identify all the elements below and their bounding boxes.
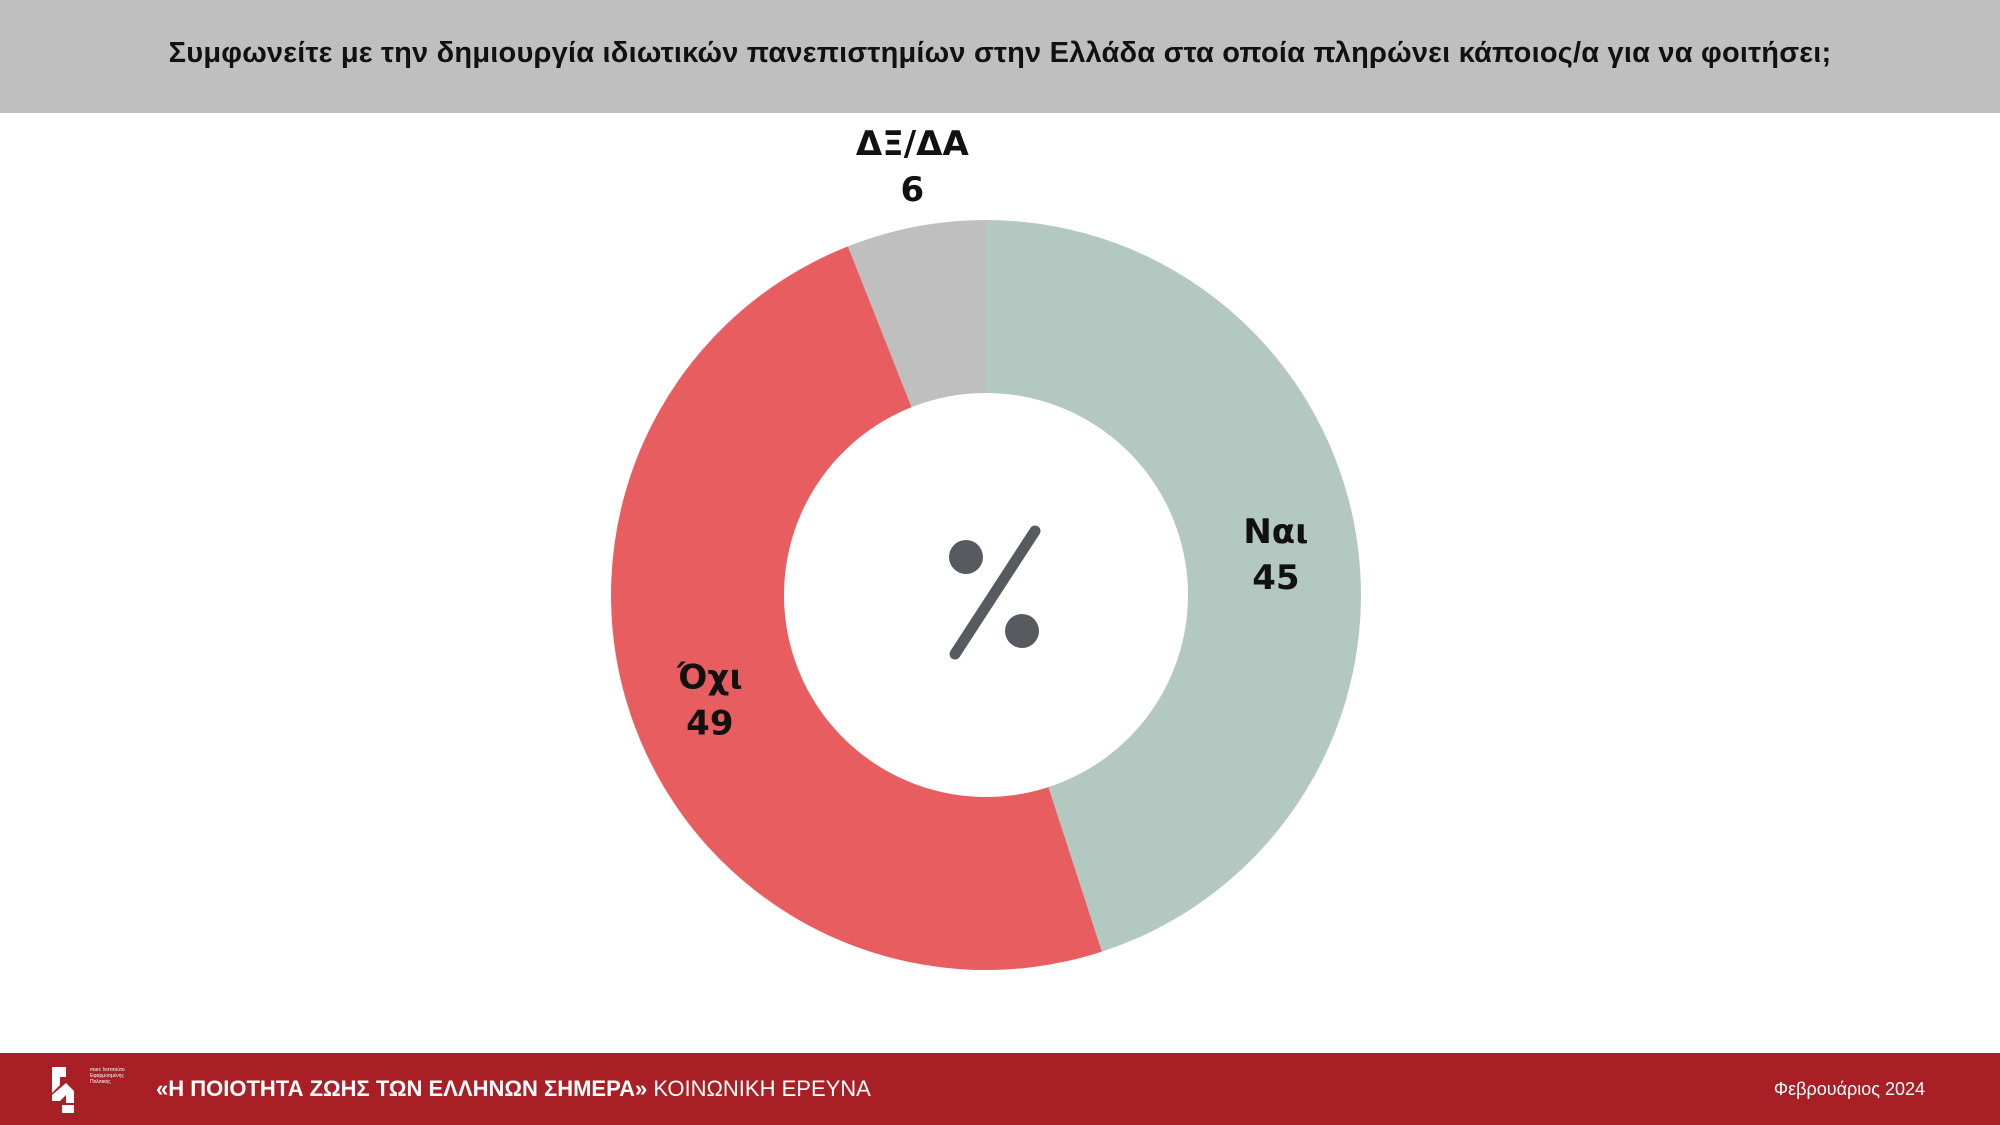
slice-label-value-2: 6 <box>901 170 925 210</box>
percent-icon <box>949 525 1041 660</box>
slice-label-name-1: Όχι <box>676 657 742 697</box>
chart-area: Ναι 45 Όχι 49 ΔΞ/ΔΑ 6 <box>0 113 2000 1053</box>
survey-subtitle: ΚΟΙΝΩΝΙΚΗ ΕΡΕΥΝΑ <box>647 1076 871 1101</box>
donut-slice-1 <box>611 246 1102 970</box>
slice-labels: Ναι 45 Όχι 49 ΔΞ/ΔΑ 6 <box>676 124 1308 743</box>
donut-slices <box>611 220 1361 970</box>
survey-date: Φεβρουάριος 2024 <box>1773 1079 1925 1099</box>
donut-slice-0 <box>986 220 1361 952</box>
slice-label-value-0: 45 <box>1252 558 1299 598</box>
slice-label-name-2: ΔΞ/ΔΑ <box>856 124 970 164</box>
slice-label-name-0: Ναι <box>1243 512 1308 552</box>
donut-chart: Ναι 45 Όχι 49 ΔΞ/ΔΑ 6 <box>611 124 1361 970</box>
footer-bar: marc Ινστιτούτο Εφαρμοσμένης Πολιτικής «… <box>0 1053 2000 1125</box>
donut-slice-2 <box>847 220 986 408</box>
chart-question-title: Συμφωνείτε με την δημιουργία ιδιωτικών π… <box>168 37 1832 69</box>
header-bar: Συμφωνείτε με την δημιουργία ιδιωτικών π… <box>0 0 2000 113</box>
organization-logo-icon <box>52 1067 74 1113</box>
survey-title: «Η ΠΟΙΟΤΗΤΑ ΖΩΗΣ ΤΩΝ ΕΛΛΗΝΩΝ ΣΗΜΕΡΑ» <box>156 1076 648 1101</box>
slice-label-value-1: 49 <box>686 703 733 743</box>
logo-caption: marc Ινστιτούτο Εφαρμοσμένης Πολιτικής <box>90 1067 125 1085</box>
survey-caption: «Η ΠΟΙΟΤΗΤΑ ΖΩΗΣ ΤΩΝ ΕΛΛΗΝΩΝ ΣΗΜΕΡΑ» ΚΟΙ… <box>156 1053 871 1125</box>
